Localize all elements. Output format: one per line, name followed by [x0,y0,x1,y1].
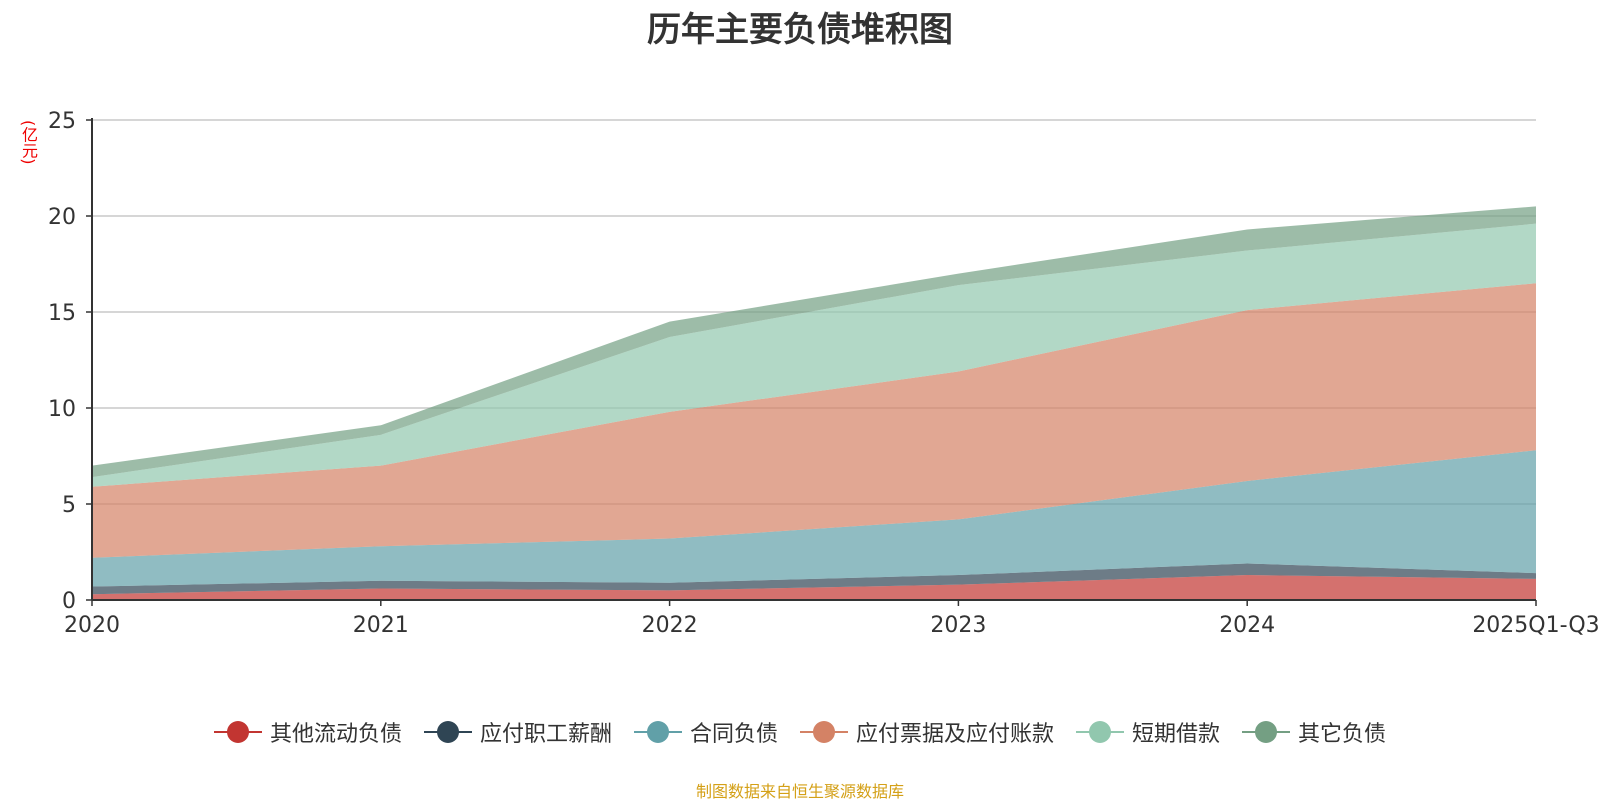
x-tick-label: 2024 [1219,613,1275,638]
y-tick-label: 25 [48,109,76,134]
source-note: 制图数据来自恒生聚源数据库 [695,782,904,801]
legend-marker-icon [633,720,682,744]
y-tick-label: 20 [48,205,76,230]
legend-label: 其它负债 [1298,722,1387,747]
legend-item-notes-accounts-payable[interactable]: 应付票据及应付账款 [800,716,1054,748]
area-series-4 [92,223,1536,487]
x-tick-label: 2023 [930,613,986,638]
legend-marker-icon [1242,720,1291,744]
y-tick-label: 10 [48,397,76,422]
y-axis-unit-label: (亿元) [19,120,38,165]
y-tick-label: 0 [62,589,76,614]
y-tick-label: 15 [48,301,76,326]
legend-marker-icon [800,720,848,744]
legend-label: 应付票据及应付账款 [856,722,1055,747]
legend-label: 合同负债 [689,722,778,747]
legend-item-contract-liabilities[interactable]: 合同负债 [633,716,778,748]
legend-marker-icon [1076,720,1125,744]
area-series-2 [92,450,1536,587]
legend-item-employee-payroll[interactable]: 应付职工薪酬 [423,716,612,748]
x-tick-label: 2021 [353,613,409,638]
legend-label: 其他流动负债 [269,722,402,747]
legend-marker-icon [423,720,472,744]
area-series-1 [92,563,1536,595]
legend-item-short-term-loans[interactable]: 短期借款 [1076,716,1220,748]
legend-item-other-current-liabilities[interactable]: 其他流动负债 [213,716,402,748]
x-tick-label: 2025Q1-Q3 [1472,613,1599,638]
chart-legend: 其他流动负债 应付职工薪酬 合同负债 应付票据及应付账款 短期借款 其它负债 [0,716,1600,748]
legend-label: 短期借款 [1132,722,1221,747]
x-tick-label: 2020 [64,613,120,638]
area-series-5 [92,206,1536,478]
y-tick-label: 5 [62,493,76,518]
chart-title: 历年主要负债堆积图 [647,10,953,50]
area-series-3 [92,283,1536,558]
legend-label: 应付职工薪酬 [479,722,612,747]
legend-marker-icon [213,720,262,744]
legend-item-other-liabilities[interactable]: 其它负债 [1242,716,1386,748]
x-tick-label: 2022 [642,613,698,638]
